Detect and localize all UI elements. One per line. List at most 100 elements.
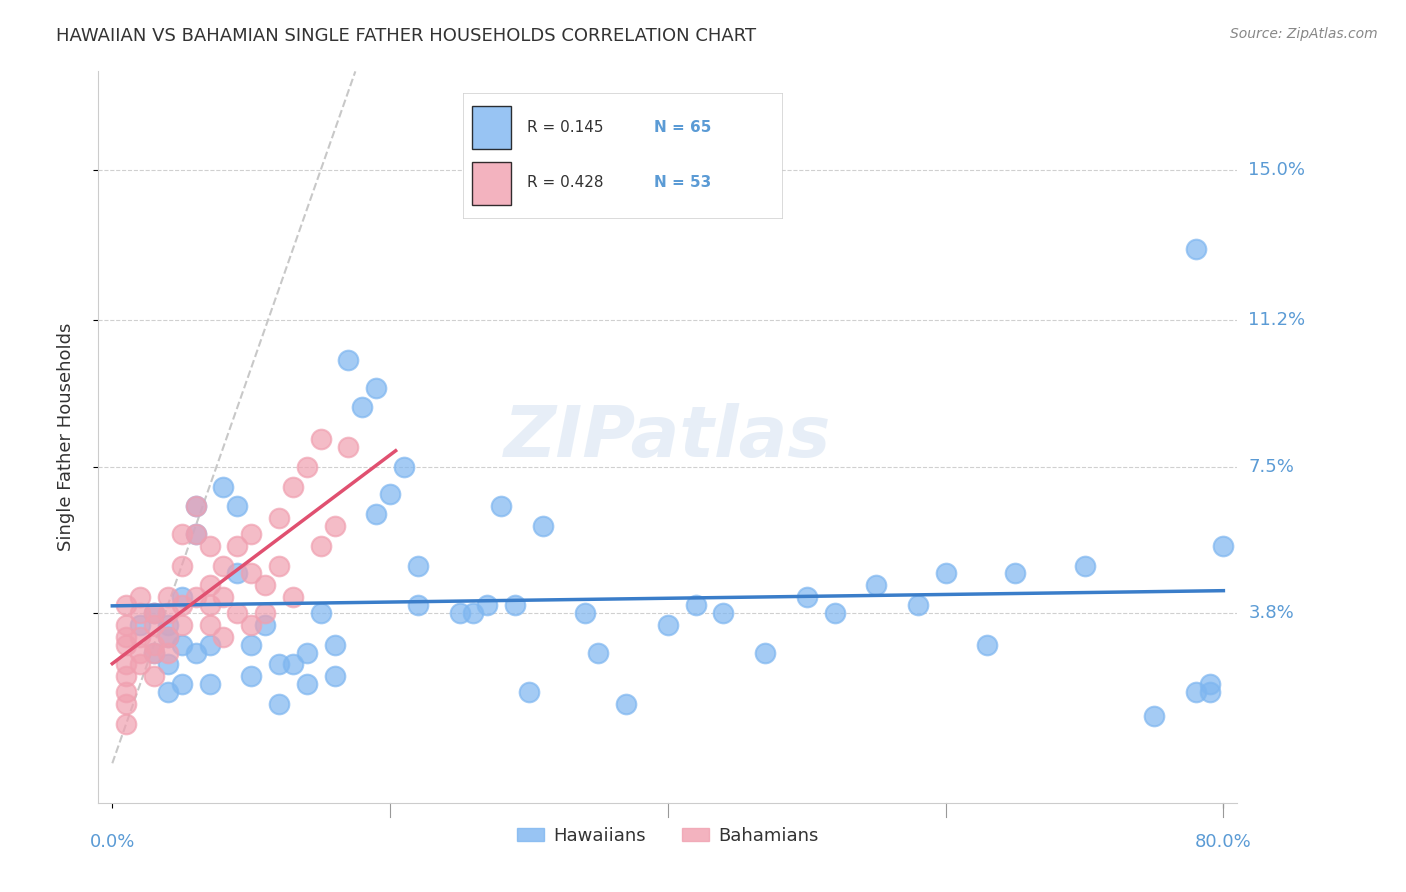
Point [143, 638, 166, 652]
Point [115, 657, 138, 672]
Point [1198, 685, 1220, 699]
Point [143, 646, 166, 660]
Y-axis label: Single Father Households: Single Father Households [56, 323, 75, 551]
Point [156, 630, 179, 644]
Point [115, 669, 138, 683]
Point [170, 558, 193, 573]
Point [323, 519, 346, 533]
Point [685, 598, 707, 612]
Point [115, 697, 138, 711]
Point [503, 598, 526, 612]
Point [198, 578, 221, 592]
Point [143, 618, 166, 632]
Point [212, 479, 235, 493]
Point [588, 646, 610, 660]
Point [267, 511, 290, 525]
Point [824, 606, 846, 620]
Point [267, 657, 290, 672]
Point [1143, 708, 1166, 723]
Point [337, 353, 360, 368]
Text: 80.0%: 80.0% [1195, 833, 1251, 851]
Point [226, 539, 249, 553]
Point [212, 630, 235, 644]
Point [489, 500, 512, 514]
Point [531, 519, 554, 533]
Point [170, 598, 193, 612]
Point [184, 500, 207, 514]
Point [129, 630, 152, 644]
Point [1073, 558, 1095, 573]
Point [865, 578, 887, 592]
Point [226, 566, 249, 581]
Point [574, 606, 596, 620]
Point [1004, 566, 1026, 581]
Point [170, 618, 193, 632]
Point [226, 500, 249, 514]
Point [295, 459, 318, 474]
Point [143, 606, 166, 620]
Point [323, 669, 346, 683]
Text: 3.8%: 3.8% [1249, 604, 1294, 622]
Point [129, 657, 152, 672]
Text: ZIPatlas: ZIPatlas [505, 402, 831, 472]
Point [796, 591, 818, 605]
Point [254, 606, 277, 620]
Point [240, 669, 263, 683]
Point [115, 598, 138, 612]
Point [254, 618, 277, 632]
Point [1198, 677, 1220, 691]
Point [240, 566, 263, 581]
Point [170, 638, 193, 652]
Point [198, 539, 221, 553]
Point [309, 539, 332, 553]
Point [156, 685, 179, 699]
Point [115, 685, 138, 699]
Point [281, 591, 304, 605]
Point [198, 677, 221, 691]
Point [198, 618, 221, 632]
Point [156, 618, 179, 632]
Point [267, 697, 290, 711]
Point [184, 527, 207, 541]
Point [143, 669, 166, 683]
Text: Source: ZipAtlas.com: Source: ZipAtlas.com [1230, 27, 1378, 41]
Point [129, 591, 152, 605]
Text: 15.0%: 15.0% [1249, 161, 1305, 179]
Point [129, 646, 152, 660]
Point [366, 381, 388, 395]
Point [754, 646, 776, 660]
Point [295, 677, 318, 691]
Point [309, 432, 332, 446]
Point [198, 638, 221, 652]
Point [337, 440, 360, 454]
Point [240, 527, 263, 541]
Point [170, 677, 193, 691]
Point [378, 487, 401, 501]
Point [143, 606, 166, 620]
Point [184, 527, 207, 541]
Point [212, 591, 235, 605]
Legend: Hawaiians, Bahamians: Hawaiians, Bahamians [510, 820, 825, 852]
Point [115, 716, 138, 731]
Point [477, 598, 499, 612]
Point [1184, 685, 1206, 699]
Point [170, 591, 193, 605]
Point [449, 606, 471, 620]
Point [907, 598, 929, 612]
Point [323, 638, 346, 652]
Point [254, 578, 277, 592]
Point [267, 558, 290, 573]
Point [129, 606, 152, 620]
Point [156, 646, 179, 660]
Point [281, 479, 304, 493]
Point [115, 638, 138, 652]
Point [517, 685, 540, 699]
Point [1212, 539, 1234, 553]
Text: HAWAIIAN VS BAHAMIAN SINGLE FATHER HOUSEHOLDS CORRELATION CHART: HAWAIIAN VS BAHAMIAN SINGLE FATHER HOUSE… [56, 27, 756, 45]
Point [295, 646, 318, 660]
Point [406, 558, 429, 573]
Point [212, 558, 235, 573]
Point [976, 638, 998, 652]
Point [713, 606, 735, 620]
Point [240, 638, 263, 652]
